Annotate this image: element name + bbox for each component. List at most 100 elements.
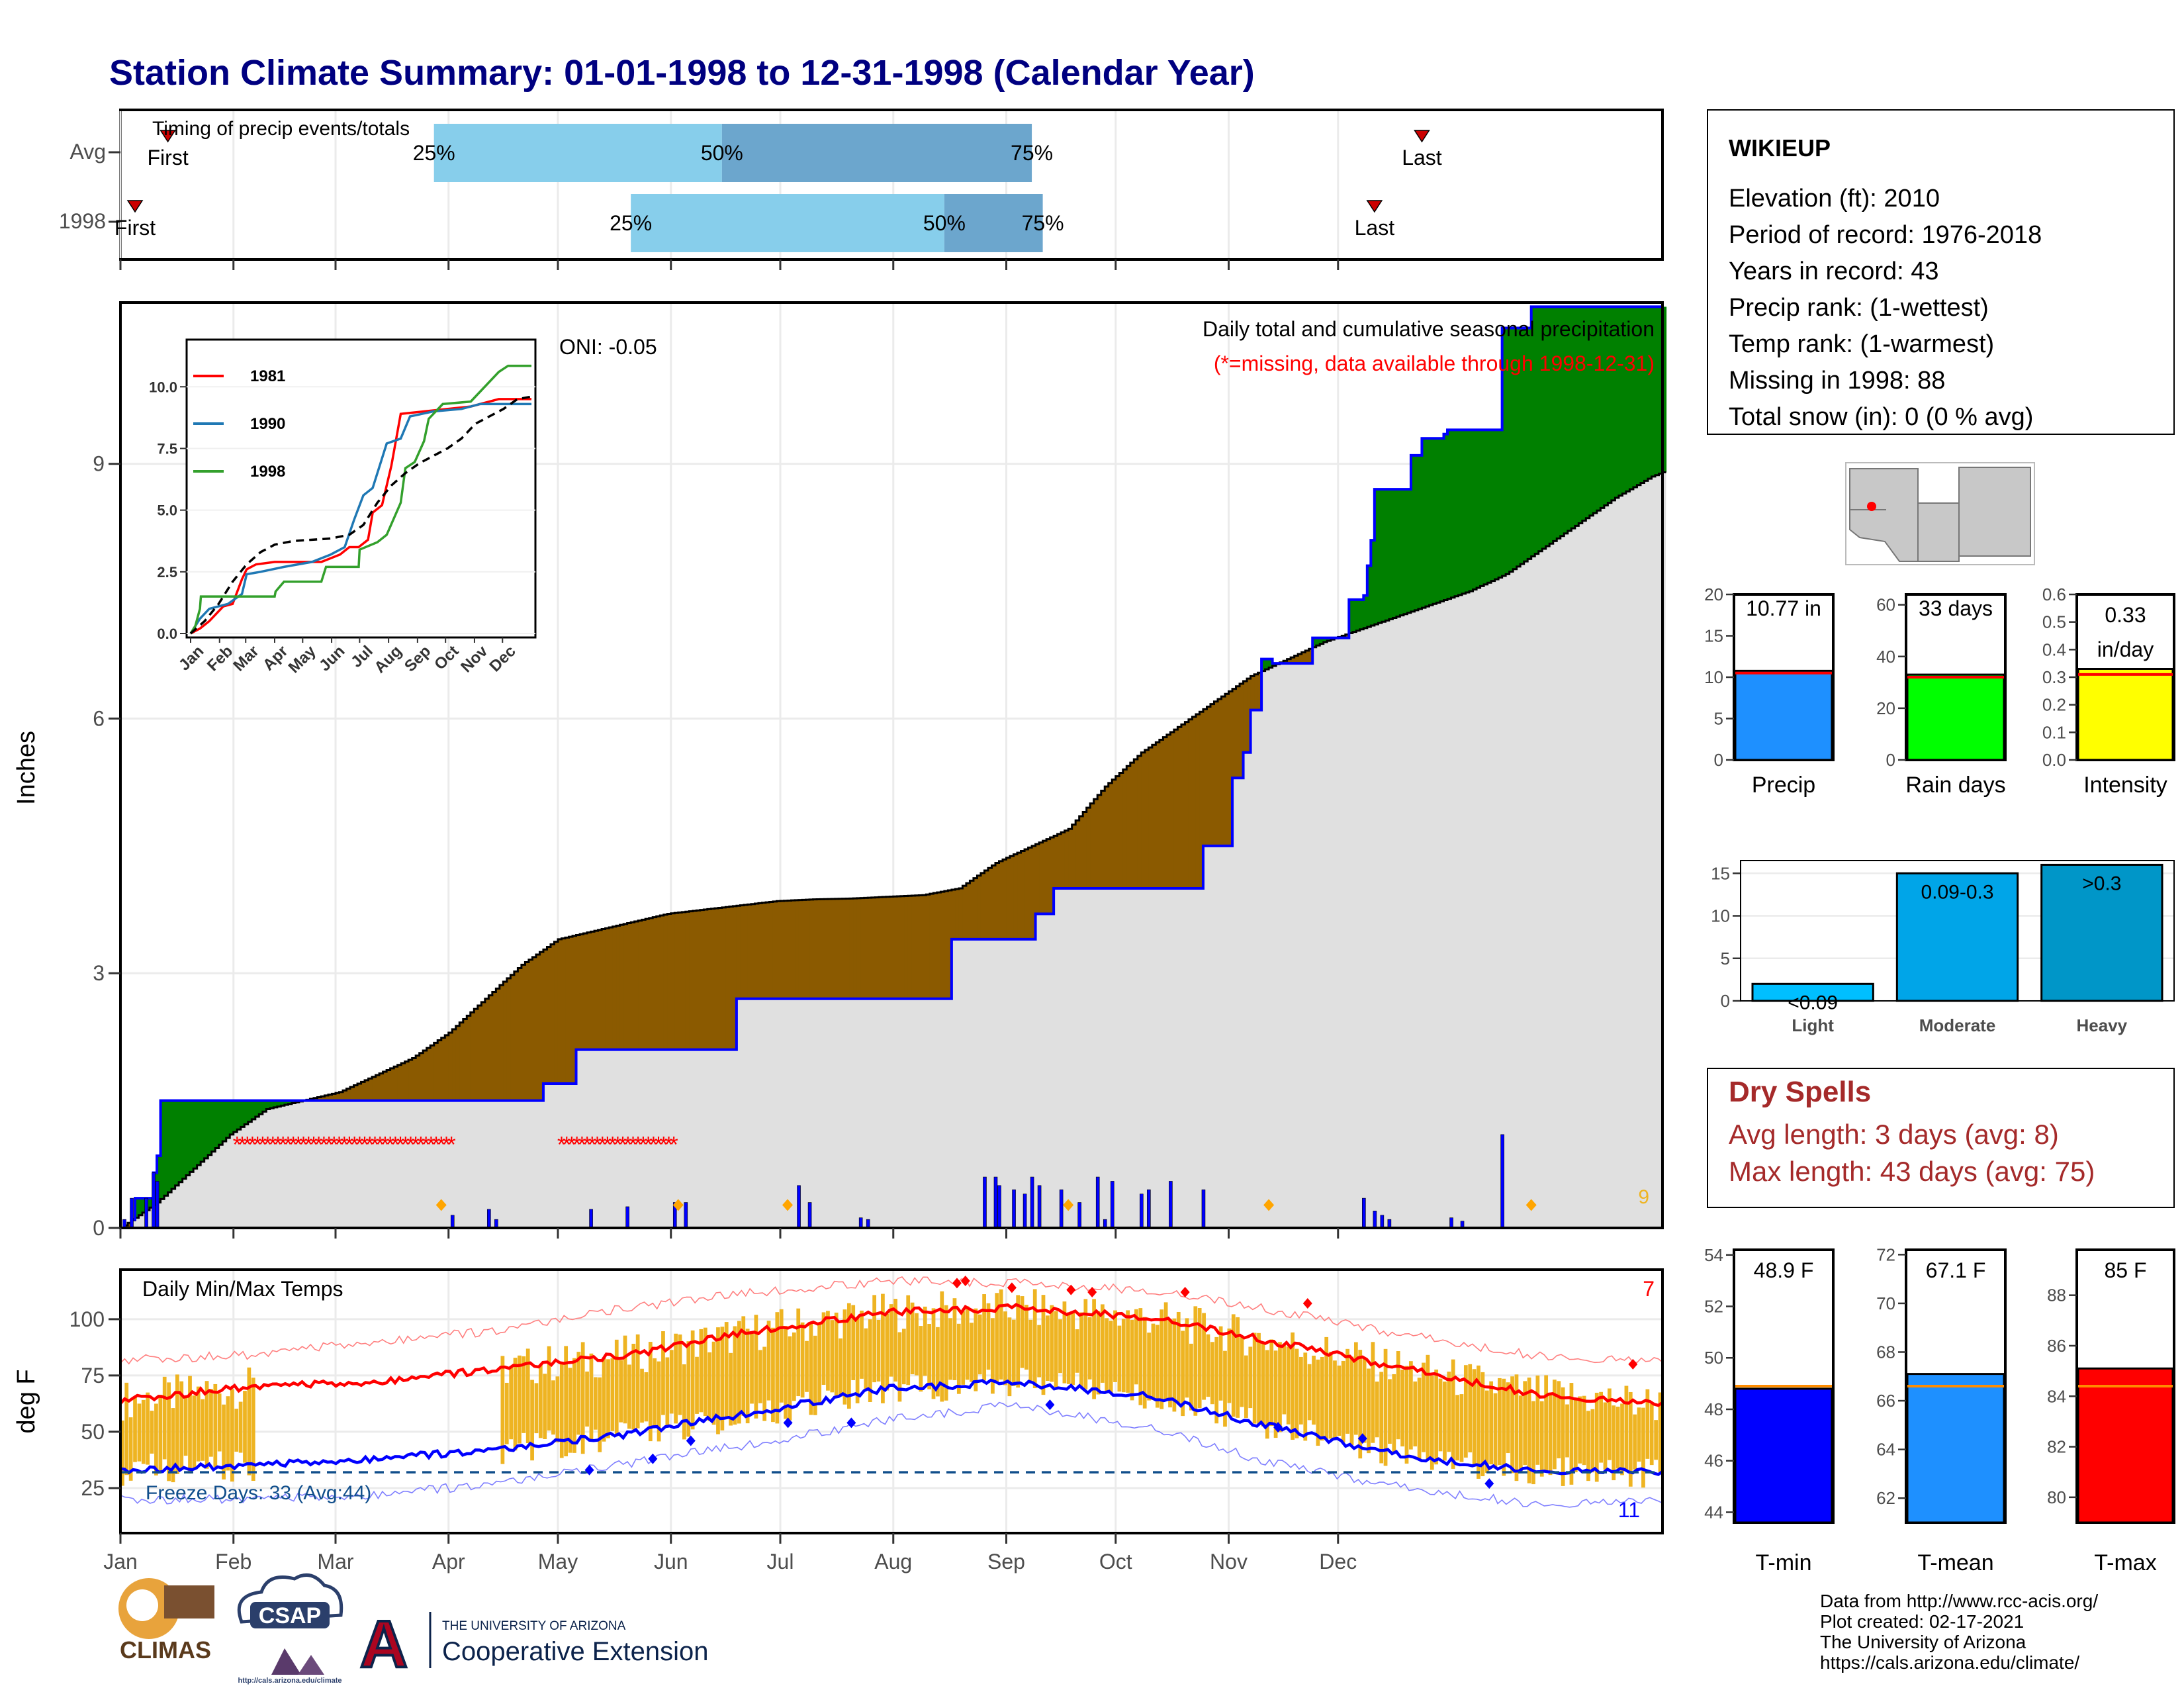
daily-temp-range-bar bbox=[1147, 1333, 1151, 1401]
daily-temp-range-bar bbox=[1105, 1318, 1109, 1391]
daily-temp-range-bar bbox=[1210, 1342, 1214, 1405]
daily-temp-range-bar bbox=[885, 1313, 889, 1391]
inset-y-tick-label: 2.5 bbox=[157, 564, 177, 581]
daily-temp-range-bar bbox=[805, 1340, 809, 1392]
daily-temp-range-bar bbox=[936, 1327, 940, 1397]
timing-row-label-avg: Avg bbox=[69, 140, 106, 164]
daily-temp-range-bar bbox=[1548, 1392, 1553, 1476]
events-bar-label: <0.09 bbox=[1788, 992, 1838, 1013]
daily-temp-range-bar bbox=[1307, 1364, 1312, 1421]
events-y-tick-label: 5 bbox=[1721, 949, 1730, 968]
missing-data-marker: * bbox=[603, 1133, 612, 1158]
daily-temp-range-bar bbox=[1252, 1333, 1257, 1424]
timing-title: Timing of precip events/totals bbox=[152, 118, 410, 140]
missing-data-marker: * bbox=[273, 1133, 282, 1158]
below-avg-band bbox=[765, 902, 770, 999]
daily-temp-range-bar bbox=[754, 1315, 758, 1419]
daily-temp-range-bar bbox=[682, 1364, 686, 1440]
daily-temp-range-bar bbox=[183, 1395, 188, 1456]
below-avg-band bbox=[682, 912, 686, 1050]
below-avg-band bbox=[320, 1096, 326, 1101]
daily-temp-range-bar bbox=[1535, 1375, 1540, 1465]
daily-temp-range-bar bbox=[1569, 1383, 1574, 1485]
below-avg-band bbox=[335, 1093, 340, 1101]
month-tick-label: Jun bbox=[654, 1550, 688, 1573]
daily-precip-bar bbox=[450, 1215, 455, 1229]
missing-data-marker: * bbox=[598, 1133, 607, 1158]
below-avg-band bbox=[958, 888, 964, 939]
above-avg-band bbox=[273, 1100, 278, 1107]
below-avg-band bbox=[977, 875, 981, 939]
below-avg-band bbox=[667, 914, 672, 1050]
daily-temp-range-bar bbox=[813, 1335, 817, 1415]
above-avg-band bbox=[1451, 430, 1455, 598]
daily-precip-bar bbox=[1449, 1217, 1453, 1229]
inset-series-line bbox=[190, 398, 531, 635]
precip-y-tick-label: 0 bbox=[93, 1216, 105, 1240]
daily-temp-range-bar bbox=[995, 1293, 999, 1383]
summary-y-tick-label: 70 bbox=[1876, 1293, 1895, 1313]
daily-temp-range-bar bbox=[1603, 1402, 1608, 1470]
daily-temp-range-bar bbox=[1041, 1295, 1046, 1395]
daily-temp-range-bar bbox=[1620, 1403, 1624, 1476]
summary-y-tick-label: 0.4 bbox=[2042, 639, 2066, 659]
daily-temp-range-bar bbox=[872, 1295, 877, 1383]
daily-temp-range-bar bbox=[750, 1333, 754, 1404]
below-avg-band bbox=[467, 1015, 471, 1101]
daily-temp-range-bar bbox=[889, 1304, 893, 1377]
daily-temp-range-bar bbox=[627, 1364, 631, 1429]
below-avg-band bbox=[966, 883, 971, 939]
below-avg-band bbox=[980, 872, 985, 939]
summary-value-label: 0.33 bbox=[2105, 603, 2146, 627]
daily-temp-range-bar bbox=[1608, 1388, 1612, 1460]
below-avg-band bbox=[543, 949, 548, 1084]
above-avg-band bbox=[135, 1198, 140, 1218]
daily-temp-range-bar bbox=[158, 1394, 163, 1474]
daily-temp-range-bar bbox=[1447, 1372, 1451, 1452]
daily-temp-range-bar bbox=[1358, 1350, 1363, 1459]
daily-temp-range-bar bbox=[614, 1339, 619, 1436]
month-tick-label: Nov bbox=[1210, 1550, 1248, 1573]
below-avg-band bbox=[868, 898, 872, 999]
below-avg-band bbox=[729, 906, 733, 1050]
below-avg-band bbox=[437, 1040, 442, 1101]
precip-y-tick-label: 9 bbox=[93, 452, 105, 476]
month-tick-label: Oct bbox=[1099, 1550, 1132, 1573]
daily-temp-range-bar bbox=[1624, 1385, 1629, 1471]
daily-temp-range-bar bbox=[640, 1368, 644, 1423]
below-avg-band bbox=[824, 899, 829, 999]
daily-precip-bar bbox=[993, 1176, 998, 1229]
daily-temp-range-bar bbox=[1016, 1295, 1021, 1388]
station-info-line: Precip rank: (1-wettest) bbox=[1729, 294, 1989, 322]
daily-temp-range-bar bbox=[707, 1352, 712, 1421]
daily-temp-range-bar bbox=[796, 1308, 801, 1397]
above-avg-band bbox=[1491, 430, 1496, 581]
daily-temp-range-bar bbox=[1349, 1356, 1354, 1446]
timing-bar-q2 bbox=[631, 194, 944, 252]
timing-pct-label: 75% bbox=[1022, 211, 1064, 235]
daily-temp-range-bar bbox=[1641, 1407, 1645, 1488]
daily-temp-range-bar bbox=[196, 1386, 201, 1462]
below-avg-band bbox=[561, 938, 566, 1084]
daily-precip-bar bbox=[1059, 1189, 1064, 1229]
station-name: WIKIEUP bbox=[1729, 134, 1831, 162]
missing-data-marker: * bbox=[427, 1133, 435, 1158]
below-avg-band bbox=[590, 931, 595, 1050]
daily-temp-range-bar bbox=[150, 1411, 154, 1454]
above-avg-band bbox=[1487, 430, 1492, 583]
above-avg-band bbox=[1582, 306, 1586, 521]
daily-precip-bar bbox=[144, 1197, 148, 1229]
above-avg-band bbox=[1418, 455, 1423, 610]
daily-temp-range-bar bbox=[1066, 1312, 1071, 1384]
daily-temp-range-bar bbox=[1214, 1336, 1219, 1424]
daily-temp-range-bar bbox=[906, 1295, 911, 1385]
below-avg-band bbox=[839, 898, 843, 999]
last-marker bbox=[1414, 130, 1430, 143]
above-avg-band bbox=[157, 1155, 161, 1203]
record-high-marker bbox=[960, 1276, 970, 1287]
timing-bar-q2 bbox=[433, 124, 722, 182]
summary-y-tick-label: 40 bbox=[1876, 647, 1895, 667]
below-avg-band bbox=[452, 1029, 457, 1101]
below-avg-band bbox=[864, 898, 868, 999]
below-avg-band bbox=[1301, 652, 1306, 664]
